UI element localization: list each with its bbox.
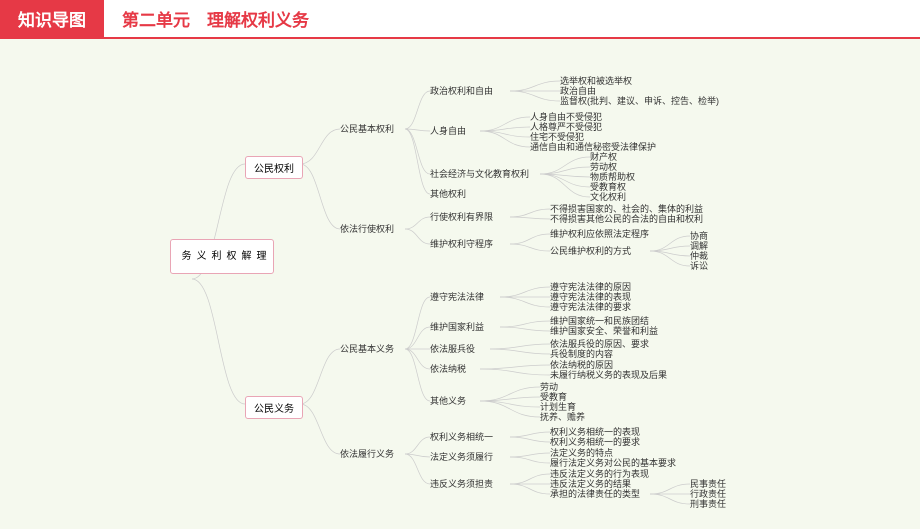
- mindmap-node: 违反义务须担责: [430, 479, 493, 490]
- mindmap-node: 承担的法律责任的类型: [550, 489, 640, 500]
- mindmap-diagram: 理解权利义务公民权利公民义务公民基本权利依法行使权利公民基本义务依法履行义务政治…: [0, 39, 920, 63]
- mindmap-node: 理解权利义务: [170, 239, 274, 274]
- mindmap-node: 公民基本义务: [340, 344, 394, 355]
- header-left: 知识导图: [0, 0, 104, 37]
- mindmap-node: 遵守宪法法律: [430, 292, 484, 303]
- header: 知识导图 第二单元 理解权利义务: [0, 0, 920, 39]
- mindmap-node: 抚养、赡养: [540, 412, 585, 423]
- mindmap-node: 其他义务: [430, 396, 466, 407]
- mindmap-node: 未履行纳税义务的表现及后果: [550, 370, 667, 381]
- mindmap-node: 依法服兵役: [430, 344, 475, 355]
- mindmap-node: 依法行使权利: [340, 224, 394, 235]
- mindmap-node: 诉讼: [690, 261, 708, 272]
- mindmap-node: 不得损害其他公民的合法的自由和权利: [550, 214, 703, 225]
- mindmap-node: 依法履行义务: [340, 449, 394, 460]
- mindmap-node: 权利义务相统一: [430, 432, 493, 443]
- mindmap-node: 权利义务相统一的要求: [550, 437, 640, 448]
- mindmap-node: 行使权利有界限: [430, 212, 493, 223]
- mindmap-node: 法定义务须履行: [430, 452, 493, 463]
- mindmap-node: 人身自由: [430, 126, 466, 137]
- mindmap-node: 维护权利应依照法定程序: [550, 229, 649, 240]
- mindmap-node: 履行法定义务对公民的基本要求: [550, 458, 676, 469]
- mindmap-node: 维护国家安全、荣誉和利益: [550, 326, 658, 337]
- mindmap-node: 遵守宪法法律的要求: [550, 302, 631, 313]
- mindmap-node: 社会经济与文化教育权利: [430, 169, 529, 180]
- mindmap-node: 维护权利守程序: [430, 239, 493, 250]
- mindmap-node: 依法纳税: [430, 364, 466, 375]
- mindmap-node: 公民义务: [245, 396, 303, 419]
- mindmap-node: 公民基本权利: [340, 124, 394, 135]
- mindmap-node: 兵役制度的内容: [550, 349, 613, 360]
- header-right: 第二单元 理解权利义务: [104, 0, 920, 37]
- mindmap-node: 公民权利: [245, 156, 303, 179]
- mindmap-node: 政治权利和自由: [430, 86, 493, 97]
- mindmap-node: 文化权利: [590, 192, 626, 203]
- mindmap-node: 公民维护权利的方式: [550, 246, 631, 257]
- mindmap-node: 刑事责任: [690, 499, 726, 510]
- mindmap-node: 其他权利: [430, 189, 466, 200]
- mindmap-node: 维护国家利益: [430, 322, 484, 333]
- mindmap-node: 监督权(批判、建议、申诉、控告、检举): [560, 96, 719, 107]
